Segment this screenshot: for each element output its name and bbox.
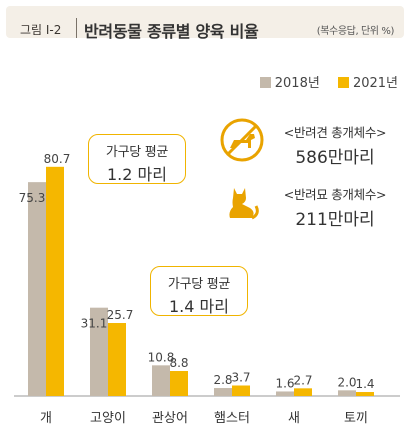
bar-2018-6 bbox=[338, 390, 356, 396]
bar-2021-4 bbox=[232, 385, 250, 396]
legend-swatch-2018 bbox=[259, 77, 271, 88]
category-label-3: 관상어 bbox=[152, 411, 188, 426]
legend-item-2021: 2021년 bbox=[337, 72, 398, 91]
value-label-2021-3: 8.8 bbox=[169, 356, 188, 370]
cat-total-value: 211만마리 bbox=[295, 210, 375, 230]
bar-2021-3 bbox=[170, 371, 188, 396]
legend-item-2018: 2018년 bbox=[259, 72, 320, 91]
value-label-2018-4: 2.8 bbox=[213, 373, 232, 387]
bar-2018-5 bbox=[276, 391, 294, 396]
value-label-2018-1: 75.3 bbox=[19, 191, 46, 205]
legend: 2018년 2021년 bbox=[246, 72, 398, 91]
category-label-5: 새 bbox=[288, 411, 300, 426]
callout-cat-value: 1.4 마리 bbox=[169, 297, 229, 316]
figure-header: 그림 Ⅰ-2 반려동물 종류별 양육 비율 (복수응답, 단위 %) bbox=[6, 6, 404, 41]
value-label-2021-5: 2.7 bbox=[293, 373, 312, 387]
category-label-2: 고양이 bbox=[90, 411, 126, 426]
bars-group: 75.3 80.7 개 31.125.7 고양이 10.88.8 관상어 2.83.7 햄스터 1… bbox=[19, 152, 375, 426]
callout-dog-average: 가구당 평균 1.2 마리 bbox=[88, 134, 186, 184]
legend-label-2021: 2021년 bbox=[352, 76, 398, 91]
callout-dog-value: 1.2 마리 bbox=[107, 165, 167, 184]
bar-2021-5 bbox=[294, 388, 312, 396]
bar-2018-1 bbox=[28, 182, 46, 396]
value-label-2021-2: 25.7 bbox=[107, 308, 134, 322]
value-label-2021-1: 80.7 bbox=[44, 152, 71, 166]
cat-icon bbox=[229, 188, 259, 220]
value-label-2021-4: 3.7 bbox=[231, 370, 250, 384]
value-label-2018-2: 31.1 bbox=[81, 317, 108, 331]
callout-dog-label: 가구당 평균 bbox=[105, 145, 169, 160]
bar-2021-2 bbox=[108, 323, 126, 396]
value-label-2018-5: 1.6 bbox=[275, 376, 294, 390]
chart-title: 반려동물 종류별 양육 비율 bbox=[84, 22, 259, 41]
value-label-2018-6: 2.0 bbox=[337, 375, 356, 389]
cat-total: <반려묘 총개체수> 211만마리 bbox=[268, 184, 402, 230]
unit-note: (복수응답, 단위 %) bbox=[316, 26, 395, 37]
legend-label-2018: 2018년 bbox=[274, 76, 320, 91]
category-label-1: 개 bbox=[40, 411, 52, 426]
bar-2018-4 bbox=[214, 388, 232, 396]
bar-2018-2 bbox=[90, 307, 108, 396]
figure-number: 그림 Ⅰ-2 bbox=[20, 23, 62, 37]
cat-total-label: <반려묘 총개체수> bbox=[283, 187, 387, 202]
dog-total-value: 586만마리 bbox=[295, 148, 375, 168]
legend-swatch-2021 bbox=[337, 77, 349, 88]
bar-2018-3 bbox=[152, 365, 170, 396]
dog-total-label: <반려견 총개체수> bbox=[283, 125, 387, 140]
category-label-4: 햄스터 bbox=[214, 410, 250, 426]
dog-total: <반려견 총개체수> 586만마리 bbox=[268, 122, 402, 168]
callout-cat-average: 가구당 평균 1.4 마리 bbox=[150, 266, 248, 316]
header-divider bbox=[76, 18, 77, 38]
callout-cat-label: 가구당 평균 bbox=[167, 277, 231, 292]
bar-2021-6 bbox=[356, 392, 374, 396]
bar-2021-1 bbox=[46, 166, 64, 396]
value-label-2018-3: 10.8 bbox=[148, 350, 175, 364]
category-label-6: 토끼 bbox=[344, 411, 368, 426]
dog-icon bbox=[220, 118, 264, 162]
value-label-2021-6: 1.4 bbox=[355, 377, 374, 391]
